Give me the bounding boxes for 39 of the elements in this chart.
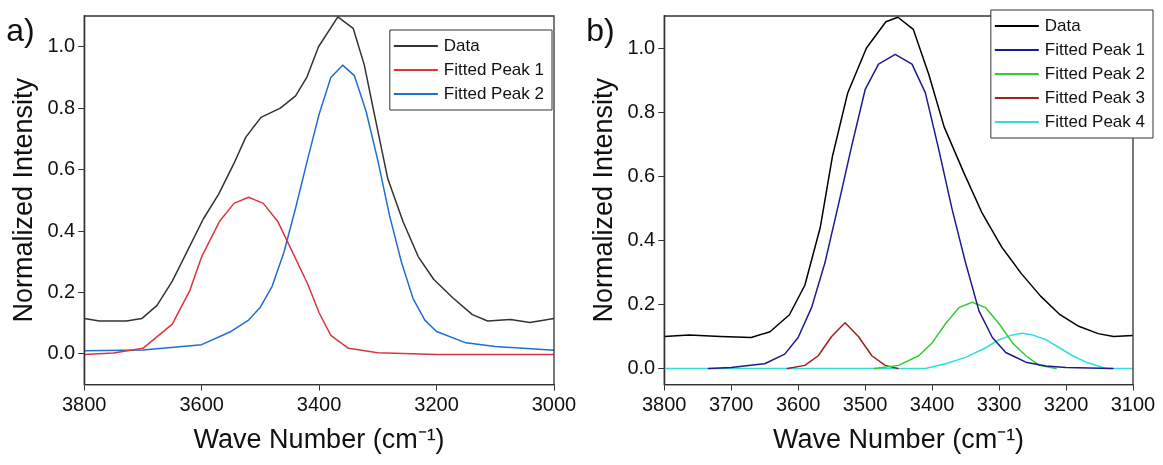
chart-title: a) [6, 11, 35, 48]
x-tick-label: 3400 [909, 393, 955, 416]
x-tick-label: 3000 [531, 393, 577, 416]
y-axis-title: Normalized Intensity [7, 77, 38, 323]
x-axis-title: Wave Number (cm⁻¹) [193, 424, 445, 455]
legend-label: Fitted Peak 1 [1044, 39, 1146, 59]
y-tick-label: 0.2 [627, 291, 656, 314]
y-tick-label: 0.6 [627, 163, 656, 186]
legend-label: Fitted Peak 3 [1044, 87, 1146, 107]
legend-label: Fitted Peak 1 [443, 59, 545, 79]
y-tick-label: 0.0 [47, 341, 76, 364]
y-tick-label: 0.6 [47, 157, 76, 180]
legend-label: Fitted Peak 2 [1044, 63, 1146, 83]
x-axis-title: Wave Number (cm⁻¹) [773, 424, 1025, 455]
y-tick-label: 0.2 [47, 279, 76, 302]
legend-label: Fitted Peak 4 [1044, 111, 1146, 131]
x-tick-label: 3200 [414, 393, 459, 416]
chart-title: b) [586, 11, 615, 48]
x-tick-label: 3400 [296, 393, 342, 416]
y-tick-label: 0.8 [47, 95, 76, 118]
y-axis-title: Normalized Intensity [587, 77, 618, 323]
x-tick-label: 3800 [641, 393, 687, 416]
x-tick-label: 3500 [842, 393, 888, 416]
y-tick-label: 0.4 [47, 218, 76, 241]
legend-label: Fitted Peak 2 [443, 83, 545, 103]
y-tick-label: 1.0 [47, 34, 76, 57]
y-tick-label: 0.8 [627, 99, 656, 122]
y-tick-label: 0.0 [627, 356, 656, 379]
x-tick-label: 3600 [179, 393, 224, 416]
x-tick-label: 3300 [976, 393, 1022, 416]
y-tick-label: 0.4 [627, 227, 656, 250]
x-tick-label: 3100 [1110, 393, 1156, 416]
legend-label: Data [443, 35, 481, 55]
x-tick-label: 3200 [1043, 393, 1089, 416]
legend-label: Data [1044, 15, 1082, 35]
y-tick-label: 1.0 [627, 35, 656, 58]
x-tick-label: 3700 [708, 393, 754, 416]
x-tick-label: 3600 [775, 393, 821, 416]
x-tick-label: 3800 [61, 393, 107, 416]
